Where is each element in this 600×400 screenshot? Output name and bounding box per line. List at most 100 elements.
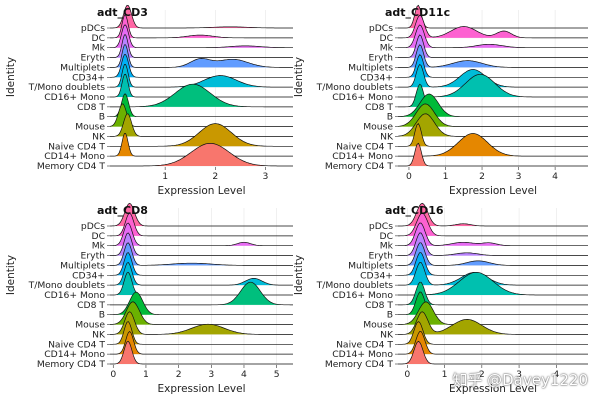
category-label-multiplets: Multiplets (60, 62, 105, 73)
ridge-fill-cd16-mono (110, 74, 293, 97)
ridge-outline-mouse (109, 103, 293, 127)
chart-title: adt_CD16 (385, 204, 444, 217)
category-label-mouse: Mouse (75, 122, 105, 133)
x-tick-label: 2 (176, 369, 182, 380)
ridge-outline-memory-cd4-t (398, 340, 588, 365)
category-label-multiplets: Multiplets (60, 260, 105, 271)
ridge-outline-multiplets (110, 242, 293, 266)
category-label-cd16-mono: CD16+ Mono (44, 92, 105, 103)
x-tick-label: 1 (442, 369, 448, 380)
category-label-cd34: CD34+ (72, 72, 105, 83)
ridge-outline-pdcs (398, 4, 588, 29)
ridge-outline-cd14-mono (398, 133, 588, 157)
category-label-nk: NK (92, 329, 106, 340)
category-label-dc: DC (92, 231, 106, 242)
category-label-cd16-mono: CD16+ Mono (44, 290, 105, 301)
ridge-outline-memory-cd4-t (398, 142, 588, 167)
ridge-fill-memory-cd4-t (398, 341, 588, 364)
chart-title: adt_CD3 (97, 6, 148, 19)
watermark-text: 知乎 @Davey1220 (452, 371, 588, 389)
ridge-fill-naive-cd4-t (110, 123, 293, 147)
ridge-fill-cd16-mono (398, 74, 588, 97)
category-label-cd14-mono: CD14+ Mono (44, 151, 105, 162)
x-tick-label: 3 (262, 171, 268, 182)
ridge-outline-naive-cd4-t (398, 321, 588, 345)
category-label-cd14-mono: CD14+ Mono (332, 151, 393, 162)
category-label-eryth: Eryth (369, 251, 394, 262)
ridge-outline-mouse (397, 301, 588, 325)
ridge-outline-cd16-mono (398, 271, 588, 296)
category-label-pdcs: pDCs (81, 221, 105, 232)
category-label-mk: Mk (92, 241, 106, 252)
category-label-memory-cd4-t: Memory CD4 T (325, 359, 394, 370)
category-label-naive-cd4-t: Naive CD4 T (48, 141, 105, 152)
ridge-outline-mouse (397, 103, 588, 127)
x-tick-label: 1 (443, 171, 449, 182)
category-label-cd34: CD34+ (72, 270, 105, 281)
ridge-outline-memory-cd4-t (110, 340, 293, 365)
category-label-mk: Mk (380, 43, 394, 54)
category-label-naive-cd4-t: Naive CD4 T (48, 339, 105, 350)
category-label-cd8-t: CD8 T (365, 102, 393, 113)
ridge-fill-cd14-mono (398, 133, 588, 157)
ridge-fill-cd16-mono (398, 272, 588, 295)
ridge-fill-t-mono-doublets (398, 262, 588, 286)
ridge-fill-cd8-t (110, 84, 293, 107)
ridge-outline-cd34 (110, 252, 293, 276)
category-label-cd8-t: CD8 T (77, 102, 105, 113)
ridge-outline-naive-cd4-t (110, 321, 293, 345)
ridge-outline-dc (398, 212, 588, 237)
ridge-outline-eryth (398, 34, 588, 58)
category-label-eryth: Eryth (81, 53, 106, 64)
ridge-outline-cd34 (398, 252, 588, 276)
category-label-mk: Mk (92, 43, 106, 54)
category-label-nk: NK (380, 131, 394, 142)
ridge-fill-memory-cd4-t (110, 341, 293, 364)
x-tick-label: 3 (208, 369, 214, 380)
x-axis-label: Expression Level (157, 185, 245, 197)
x-tick-label: 0 (110, 369, 116, 380)
category-label-b: B (99, 310, 105, 321)
ridge-outline-cd14-mono (110, 331, 293, 355)
ridge-outline-eryth (110, 232, 293, 256)
ridge-outline-nk (397, 113, 588, 137)
x-axis-label: Expression Level (449, 185, 537, 197)
chart-title: adt_CD8 (97, 204, 148, 217)
category-label-nk: NK (380, 329, 394, 340)
category-label-b: B (387, 310, 393, 321)
category-label-cd14-mono: CD14+ Mono (44, 349, 105, 360)
y-axis-label: Identity (293, 57, 305, 97)
ridge-fill-nk (398, 113, 588, 137)
category-label-b: B (387, 112, 393, 123)
ridge-outline-b (398, 93, 588, 118)
ridge-outline-naive-cd4-t (110, 123, 293, 147)
category-label-naive-cd4-t: Naive CD4 T (336, 339, 393, 350)
category-label-mouse: Mouse (363, 320, 393, 331)
ridge-outline-dc (398, 14, 588, 39)
category-label-naive-cd4-t: Naive CD4 T (336, 141, 393, 152)
ridge-outline-t-mono-doublets (110, 64, 293, 88)
category-label-mouse: Mouse (363, 122, 393, 133)
category-label-cd34: CD34+ (360, 270, 393, 281)
ridge-outline-cd34 (110, 54, 293, 78)
x-axis-label: Expression Level (449, 383, 537, 395)
x-tick-label: 5 (274, 369, 280, 380)
ridge-outline-multiplets (398, 44, 588, 68)
category-label-nk: NK (92, 131, 106, 142)
category-label-memory-cd4-t: Memory CD4 T (37, 359, 106, 370)
ridge-outline-multiplets (110, 44, 293, 68)
x-tick-label: 2 (212, 171, 218, 182)
category-label-pdcs: pDCs (81, 23, 105, 34)
category-label-memory-cd4-t: Memory CD4 T (37, 161, 106, 172)
x-tick-label: 0 (406, 171, 412, 182)
ridge-outline-t-mono-doublets (398, 262, 588, 286)
ridge-fill-b (398, 292, 588, 315)
ridge-outline-nk (398, 311, 588, 335)
ridge-fill-cd16-mono (110, 272, 293, 295)
category-label-multiplets: Multiplets (348, 260, 393, 271)
ridge-outline-mk (398, 222, 588, 247)
ridge-outline-pdcs (110, 4, 293, 29)
category-label-mk: Mk (380, 241, 394, 252)
